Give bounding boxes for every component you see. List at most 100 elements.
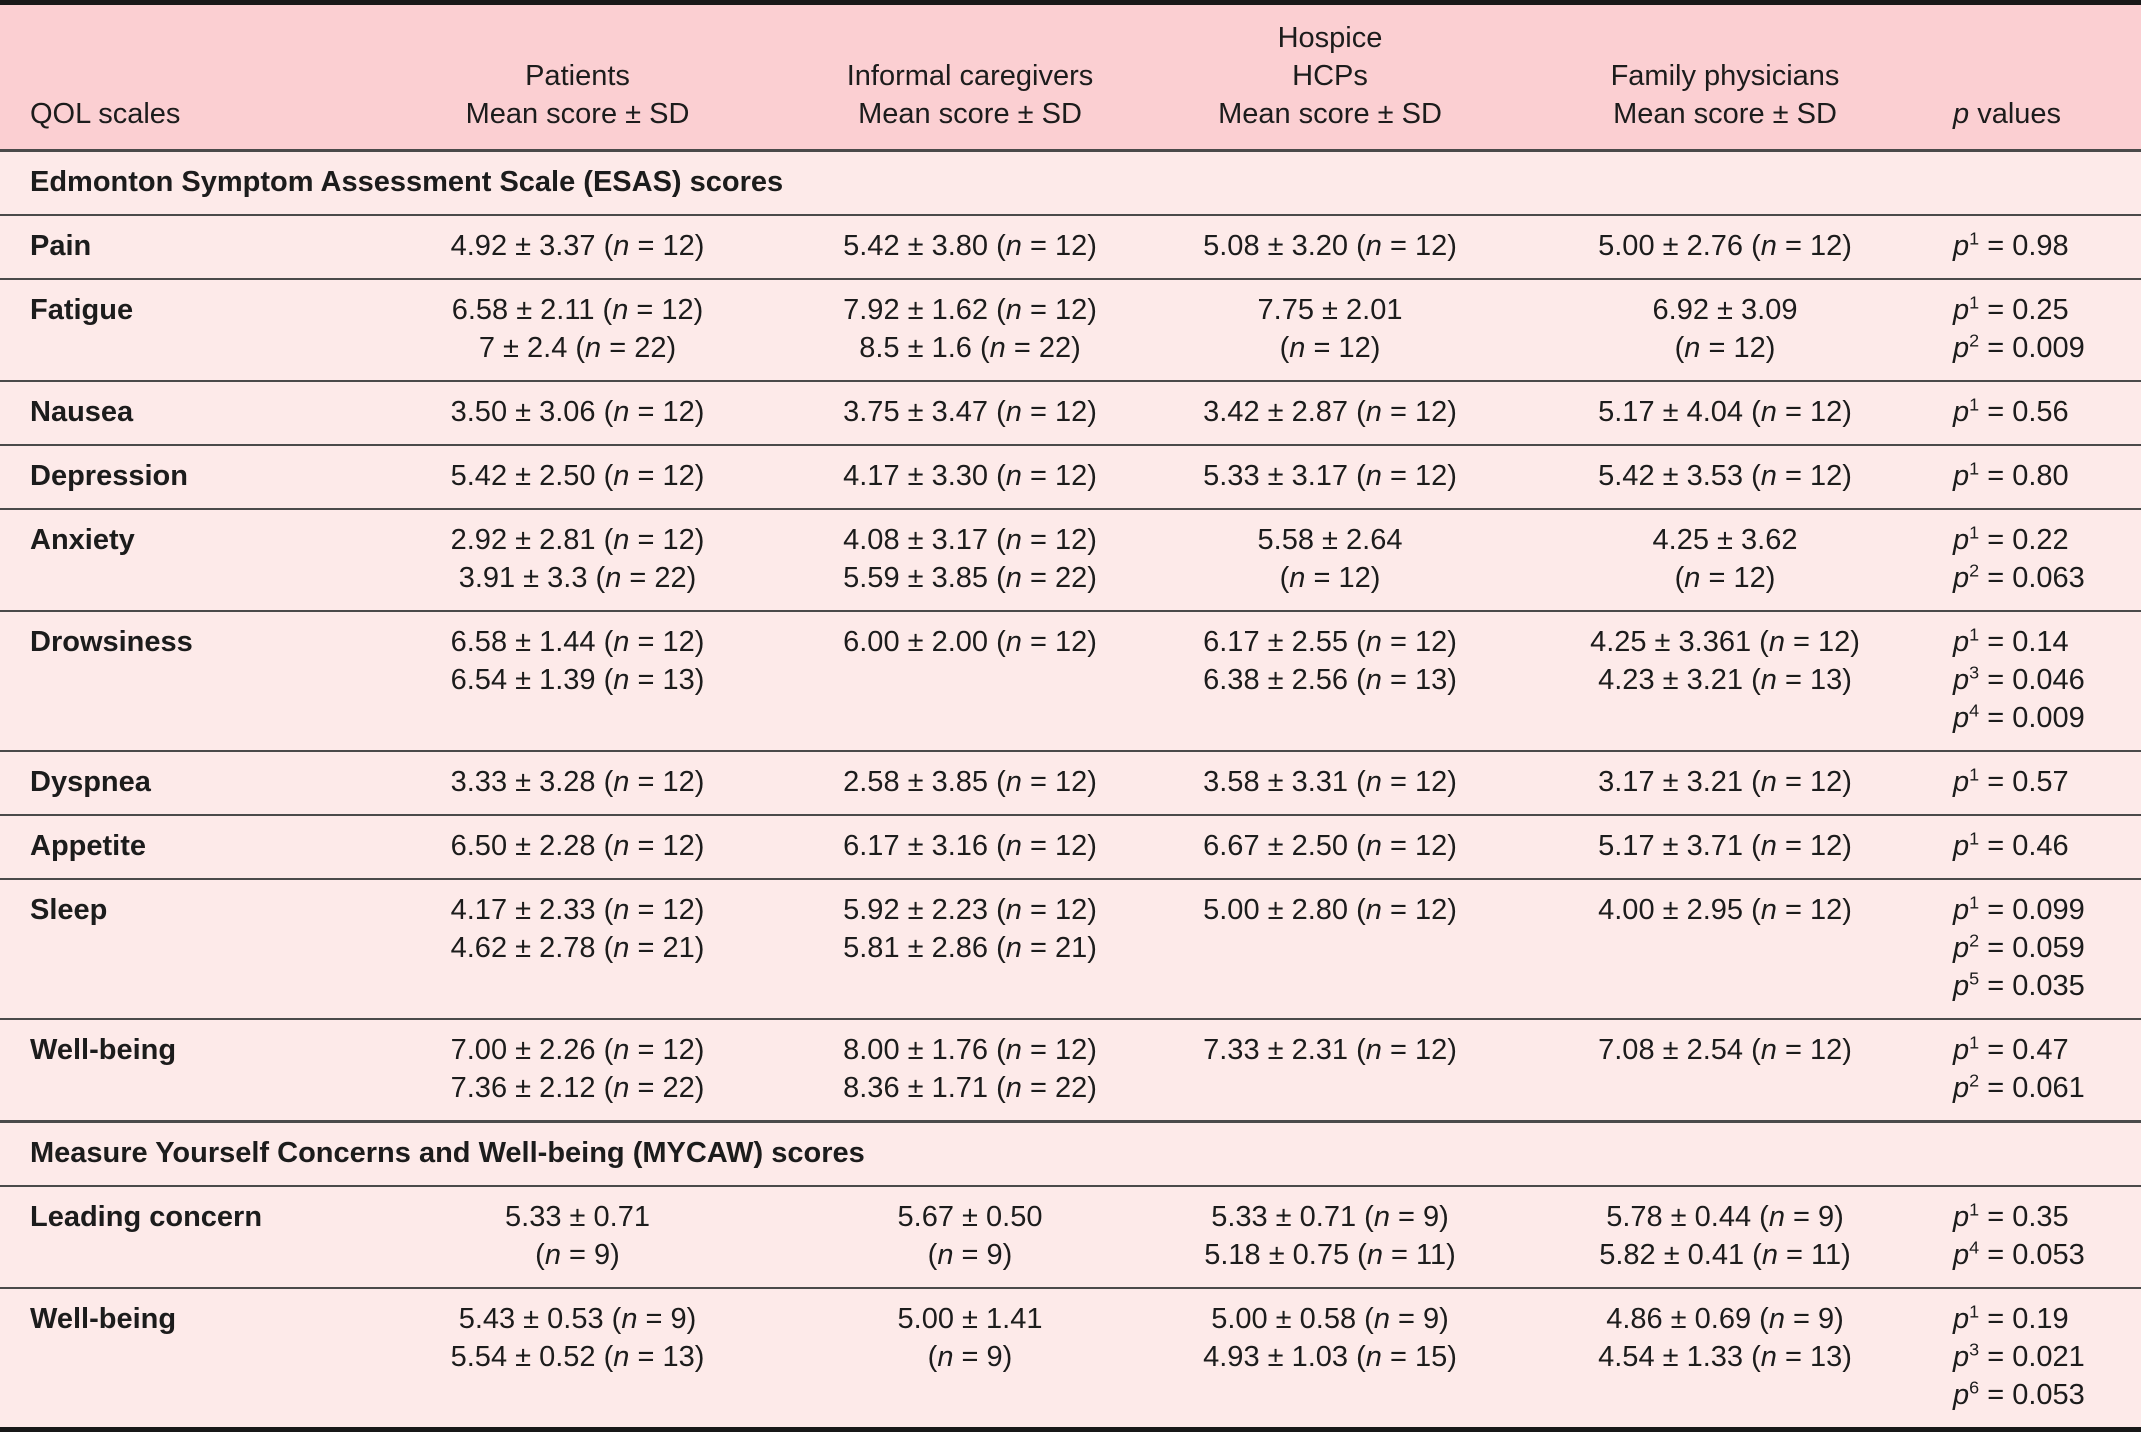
score-line: 4.62 ± 2.78 (n = 21) [450, 932, 705, 964]
score-cell-caregivers: 2.58 ± 3.85 (n = 12) [805, 751, 1135, 815]
p-value-cell: p1 = 0.46 [1925, 815, 2141, 879]
score-line: 5.17 ± 4.04 (n = 12) [1598, 396, 1852, 428]
score-cell-physicians: 3.17 ± 3.21 (n = 12) [1525, 751, 1925, 815]
p-value-line: p1 = 0.56 [1953, 394, 2069, 428]
score-cell-physicians: 5.17 ± 4.04 (n = 12) [1525, 381, 1925, 445]
score-line: 5.08 ± 3.20 (n = 12) [1203, 230, 1457, 262]
n-var: n [613, 766, 630, 798]
n-var: n [1684, 562, 1701, 594]
n-var: n [1365, 1341, 1382, 1373]
n-var: n [613, 894, 630, 926]
score-cell-caregivers: 5.00 ± 1.41 (n = 9) [805, 1288, 1135, 1430]
score-cell-hospice: 3.42 ± 2.87 (n = 12) [1135, 381, 1525, 445]
p-value-line: p1 = 0.35 [1953, 1199, 2069, 1233]
p-var: p [1953, 1239, 1970, 1271]
n-var: n [1289, 562, 1306, 594]
score-cell-hospice: 5.08 ± 3.20 (n = 12) [1135, 215, 1525, 279]
section-title: Measure Yourself Concerns and Well-being… [30, 1137, 865, 1169]
header-line: Mean score ± SD [1613, 98, 1837, 130]
score-line: 5.33 ± 0.71 [505, 1201, 650, 1233]
n-var: n [1373, 1201, 1390, 1233]
p-value-cell: p1 = 0.56 [1925, 381, 2141, 445]
row-label: Drowsiness [30, 626, 193, 658]
table-row: Anxiety 2.92 ± 2.81 (n = 12) 3.91 ± 3.3 (n… [0, 509, 2141, 611]
p-superscript: 2 [1969, 930, 1980, 951]
p-superscript: 2 [1969, 330, 1980, 351]
p-superscript: 3 [1969, 1339, 1980, 1360]
p-superscript: 6 [1969, 1377, 1980, 1398]
score-line: 5.82 ± 0.41 (n = 11) [1599, 1239, 1851, 1271]
p-value-line: p1 = 0.25 [1953, 292, 2069, 326]
p-value-line: p4 = 0.053 [1953, 1237, 2085, 1271]
header-line: Mean score ± SD [1218, 98, 1442, 130]
table-row: Leading concern 5.33 ± 0.71 (n = 9) 5.67 ± … [0, 1186, 2141, 1288]
score-cell-caregivers: 5.67 ± 0.50 (n = 9) [805, 1186, 1135, 1288]
score-cell-physicians: 7.08 ± 2.54 (n = 12) [1525, 1019, 1925, 1122]
n-var: n [937, 1341, 954, 1373]
n-var: n [1760, 1341, 1777, 1373]
header-line: HCPs [1292, 60, 1368, 92]
n-var: n [1005, 894, 1022, 926]
score-cell-patients: 2.92 ± 2.81 (n = 12) 3.91 ± 3.3 (n = 22) [350, 509, 805, 611]
score-cell-caregivers: 4.08 ± 3.17 (n = 12) 5.59 ± 3.85 (n = 22) [805, 509, 1135, 611]
p-superscript: 4 [1969, 700, 1980, 721]
score-cell-caregivers: 4.17 ± 3.30 (n = 12) [805, 445, 1135, 509]
p-superscript: 1 [1969, 828, 1980, 849]
header-line: Mean score ± SD [465, 98, 690, 130]
score-line: 5.33 ± 3.17 (n = 12) [1203, 460, 1457, 492]
n-var: n [1760, 396, 1777, 428]
table-row: Pain 4.92 ± 3.37 (n = 12) 5.42 ± 3.80 (n =… [0, 215, 2141, 279]
p-value-cell: p1 = 0.099 p2 = 0.059 p5 = 0.035 [1925, 879, 2141, 1019]
row-label: Fatigue [30, 294, 134, 326]
score-line: 4.23 ± 3.21 (n = 13) [1598, 664, 1852, 696]
header-line: Mean score ± SD [858, 98, 1082, 130]
n-var: n [1760, 664, 1777, 696]
table-header: QOL scales Patients Mean score ± SD Informa… [0, 2, 2141, 151]
n-var: n [1365, 230, 1382, 262]
p-value-line: p1 = 0.57 [1953, 764, 2069, 798]
n-var: n [1761, 1239, 1778, 1271]
score-line: 5.42 ± 3.53 (n = 12) [1598, 460, 1852, 492]
p-var: p [1953, 894, 1970, 926]
n-var: n [1365, 396, 1382, 428]
score-cell-patients: 5.43 ± 0.53 (n = 9) 5.54 ± 0.52 (n = 13) [350, 1288, 805, 1430]
n-var: n [1289, 332, 1306, 364]
score-line: 2.92 ± 2.81 (n = 12) [450, 524, 705, 556]
p-value-line: p2 = 0.009 [1953, 330, 2085, 364]
score-cell-hospice: 6.67 ± 2.50 (n = 12) [1135, 815, 1525, 879]
score-line: 4.86 ± 0.69 (n = 9) [1606, 1303, 1844, 1335]
n-var: n [1005, 524, 1022, 556]
score-line: (n = 12) [1279, 332, 1381, 364]
p-value-cell: p1 = 0.35 p4 = 0.053 [1925, 1186, 2141, 1288]
score-line: 5.17 ± 3.71 (n = 12) [1598, 830, 1852, 862]
row-label: Sleep [30, 894, 108, 926]
score-cell-hospice: 7.33 ± 2.31 (n = 12) [1135, 1019, 1525, 1122]
score-cell-hospice: 5.33 ± 0.71 (n = 9) 5.18 ± 0.75 (n = 11) [1135, 1186, 1525, 1288]
score-cell-caregivers: 5.42 ± 3.80 (n = 12) [805, 215, 1135, 279]
p-superscript: 2 [1969, 560, 1980, 581]
p-value-line: p1 = 0.19 [1953, 1301, 2069, 1335]
score-line: 3.50 ± 3.06 (n = 12) [450, 396, 705, 428]
n-var: n [1366, 1239, 1383, 1271]
n-var: n [1760, 830, 1777, 862]
table-row: Well-being 7.00 ± 2.26 (n = 12) 7.36 ± 2.1… [0, 1019, 2141, 1122]
table-row: Appetite 6.50 ± 2.28 (n = 12) 6.17 ± 3.16 … [0, 815, 2141, 879]
score-cell-caregivers: 5.92 ± 2.23 (n = 12) 5.81 ± 2.86 (n = 21) [805, 879, 1135, 1019]
score-line: 7.33 ± 2.31 (n = 12) [1203, 1034, 1457, 1066]
score-line: (n = 12) [1674, 332, 1776, 364]
score-line: 5.42 ± 2.50 (n = 12) [450, 460, 705, 492]
n-var: n [613, 524, 630, 556]
column-header-hospice-hcps: Hospice HCPs Mean score ± SD [1135, 3, 1525, 151]
score-line: 6.54 ± 1.39 (n = 13) [450, 664, 705, 696]
p-var: p [1953, 970, 1970, 1002]
n-var: n [1760, 766, 1777, 798]
n-var: n [1365, 460, 1382, 492]
score-line: 4.25 ± 3.361 (n = 12) [1590, 626, 1860, 658]
score-line: 5.00 ± 2.76 (n = 12) [1598, 230, 1852, 262]
p-var: p [1953, 932, 1970, 964]
score-line: 7 ± 2.4 (n = 22) [478, 332, 677, 364]
p-var: p [1953, 230, 1970, 262]
score-cell-physicians: 5.42 ± 3.53 (n = 12) [1525, 445, 1925, 509]
section-header-row: Measure Yourself Concerns and Well-being… [0, 1121, 2141, 1187]
